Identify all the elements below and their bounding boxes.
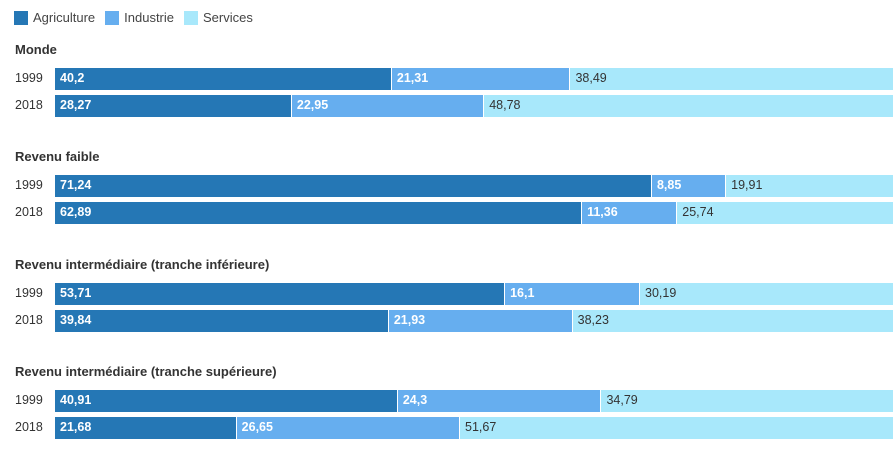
bar-segment-services[interactable]: 19,91 <box>726 175 893 197</box>
bar-segment-services[interactable]: 48,78 <box>484 95 893 117</box>
bar-segment-industrie[interactable]: 24,3 <box>397 390 602 412</box>
data-label: 51,67 <box>465 420 497 434</box>
year-label: 1999 <box>15 178 43 192</box>
year-label: 1999 <box>15 393 43 407</box>
group-title: Monde <box>15 42 57 57</box>
data-label: 48,78 <box>489 98 521 112</box>
data-label: 38,49 <box>575 71 607 85</box>
bar-segment-services[interactable]: 38,23 <box>572 310 893 332</box>
data-label: 40,2 <box>60 71 85 85</box>
data-label: 26,65 <box>241 420 273 434</box>
data-label: 21,93 <box>393 313 426 327</box>
legend-label-industrie: Industrie <box>124 10 175 25</box>
bar-segment-services[interactable]: 51,67 <box>460 417 893 439</box>
year-label: 2018 <box>15 313 43 327</box>
legend: Agriculture Industrie Services <box>14 10 253 25</box>
bar-segment-industrie[interactable]: 8,85 <box>651 175 727 197</box>
bar-segment-agriculture[interactable]: 28,27 <box>55 95 292 117</box>
data-label: 53,71 <box>60 286 92 300</box>
data-label: 22,95 <box>296 98 329 112</box>
legend-label-services: Services <box>203 10 253 25</box>
legend-item-services[interactable]: Services <box>184 10 253 25</box>
bar-segment-agriculture[interactable]: 40,2 <box>55 68 392 90</box>
bar-segment-services[interactable]: 25,74 <box>677 202 893 224</box>
legend-swatch-industrie <box>105 10 120 25</box>
legend-item-industrie[interactable]: Industrie <box>105 10 174 25</box>
legend-swatch-agriculture <box>14 10 28 25</box>
bar-segment-agriculture[interactable]: 62,89 <box>55 202 583 224</box>
year-label: 1999 <box>15 286 43 300</box>
data-label: 30,19 <box>645 286 677 300</box>
data-label: 21,68 <box>60 420 92 434</box>
data-label: 28,27 <box>60 98 92 112</box>
data-label: 24,3 <box>402 393 428 407</box>
data-label: 38,23 <box>577 313 609 327</box>
data-label: 19,91 <box>731 178 763 192</box>
bar-segment-agriculture[interactable]: 53,71 <box>55 283 506 305</box>
group-title: Revenu faible <box>15 149 100 164</box>
data-label: 25,74 <box>682 205 714 219</box>
data-label: 39,84 <box>60 313 92 327</box>
year-label: 2018 <box>15 205 43 219</box>
group-title: Revenu intermédiaire (tranche inférieure… <box>15 257 270 272</box>
bar-segment-industrie[interactable]: 22,95 <box>291 95 485 117</box>
bar-segment-agriculture[interactable]: 39,84 <box>55 310 389 332</box>
data-label: 16,1 <box>510 286 535 300</box>
bar-segment-services[interactable]: 38,49 <box>570 68 893 90</box>
legend-swatch-services <box>184 10 199 25</box>
year-label: 2018 <box>15 98 43 112</box>
data-label: 71,24 <box>60 178 92 192</box>
bar-segment-industrie[interactable]: 16,1 <box>505 283 640 305</box>
year-label: 1999 <box>15 71 43 85</box>
bar-segment-agriculture[interactable]: 21,68 <box>55 417 237 439</box>
legend-item-agriculture[interactable]: Agriculture <box>14 10 95 25</box>
bar-segment-industrie[interactable]: 21,93 <box>388 310 573 332</box>
data-label: 11,36 <box>587 205 618 219</box>
bar-segment-services[interactable]: 34,79 <box>601 390 893 412</box>
legend-label-agriculture: Agriculture <box>33 10 96 25</box>
data-label: 21,31 <box>396 71 429 85</box>
bar-segment-services[interactable]: 30,19 <box>640 283 893 305</box>
bar-segment-industrie[interactable]: 21,31 <box>391 68 571 90</box>
bar-segment-agriculture[interactable]: 71,24 <box>55 175 652 197</box>
year-label: 2018 <box>15 420 43 434</box>
data-label: 62,89 <box>60 205 92 219</box>
bar-segment-industrie[interactable]: 26,65 <box>236 417 460 439</box>
data-label: 34,79 <box>606 393 638 407</box>
bar-segment-agriculture[interactable]: 40,91 <box>55 390 398 412</box>
data-label: 8,85 <box>656 178 682 192</box>
bar-segment-industrie[interactable]: 11,36 <box>582 202 678 224</box>
group-title: Revenu intermédiaire (tranche supérieure… <box>15 364 277 379</box>
data-label: 40,91 <box>60 393 92 407</box>
